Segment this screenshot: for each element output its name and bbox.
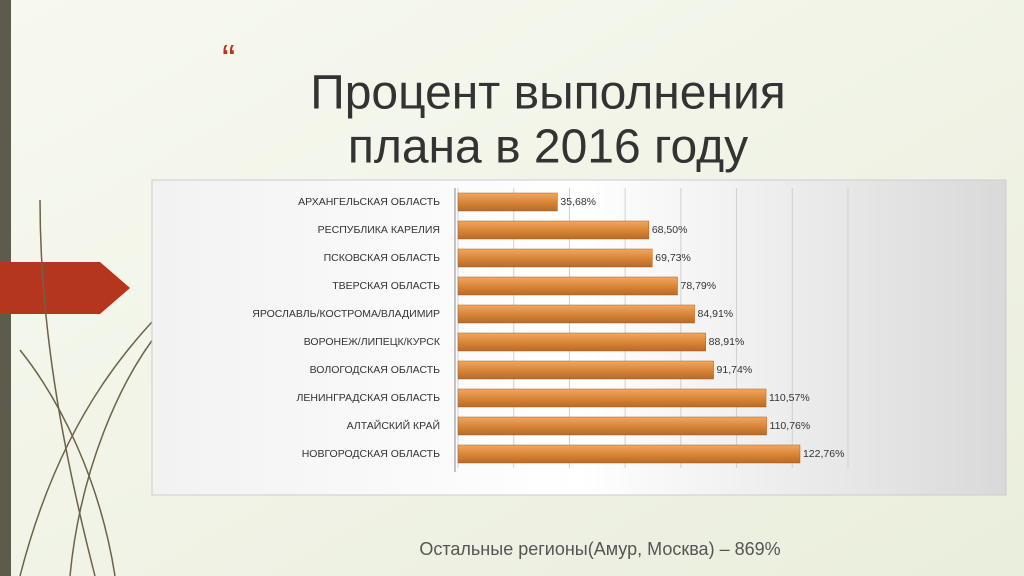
- bar: [457, 192, 558, 212]
- data-label: 122,76%: [803, 448, 844, 460]
- bar: [457, 360, 714, 380]
- data-label: 91,74%: [717, 364, 753, 376]
- bar: [457, 444, 801, 464]
- bar: [457, 276, 678, 296]
- data-label: 68,50%: [652, 224, 688, 236]
- data-label: 110,76%: [770, 420, 811, 432]
- bar: [457, 304, 695, 324]
- data-label: 69,73%: [655, 252, 691, 264]
- data-label: 88,91%: [709, 336, 745, 348]
- chart-title: Процент выполнения: [310, 67, 786, 120]
- data-label: 84,91%: [698, 308, 734, 320]
- bar: [457, 416, 767, 436]
- footer: Остальные регионы(Амур, Москва) – 869%: [419, 539, 780, 559]
- red-arrow: [0, 262, 130, 314]
- data-label: 35,68%: [560, 196, 596, 208]
- quote-mark: “: [222, 38, 235, 82]
- y-tick-label: РЕСПУБЛИКА КАРЕЛИЯ: [318, 224, 440, 236]
- y-tick-label: АРХАНГЕЛЬСКАЯ ОБЛАСТЬ: [298, 196, 440, 208]
- y-tick-label: ВОЛОГОДСКАЯ ОБЛАСТЬ: [310, 364, 440, 376]
- data-label: 78,79%: [680, 280, 716, 292]
- y-tick-label: ТВЕРСКАЯ ОБЛАСТЬ: [332, 280, 440, 292]
- bar: [457, 220, 650, 240]
- y-tick-label: ЯРОСЛАВЛЬ/КОСТРОМА/ВЛАДИМИР: [252, 308, 440, 320]
- chart-title: плана в 2016 году: [348, 121, 748, 174]
- y-tick-label: ВОРОНЕЖ/ЛИПЕЦК/КУРСК: [304, 336, 441, 348]
- y-tick-label: НОВГОРОДСКАЯ ОБЛАСТЬ: [302, 448, 440, 460]
- y-tick-label: АЛТАЙСКИЙ КРАЙ: [347, 419, 440, 432]
- bar: [457, 388, 767, 408]
- data-label: 110,57%: [769, 392, 810, 404]
- y-tick-label: ЛЕНИНГРАДСКАЯ ОБЛАСТЬ: [296, 392, 440, 404]
- bar: [457, 248, 653, 268]
- y-tick-label: ПСКОВСКАЯ ОБЛАСТЬ: [324, 252, 441, 264]
- bar: [457, 332, 706, 352]
